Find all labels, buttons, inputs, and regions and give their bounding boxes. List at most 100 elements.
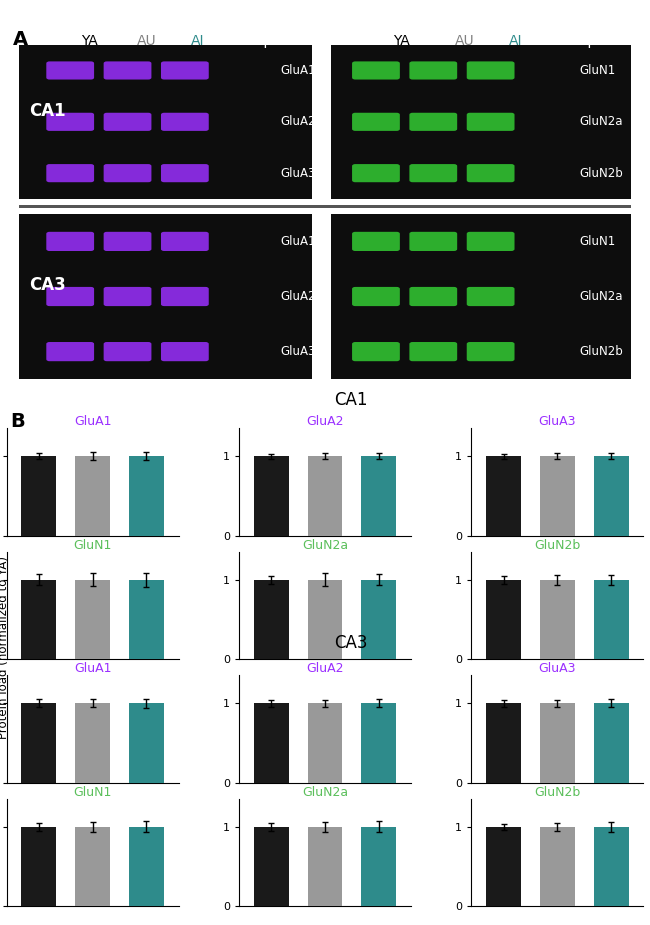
Title: GluA2: GluA2 <box>306 662 344 675</box>
FancyBboxPatch shape <box>410 342 457 361</box>
Text: CA3: CA3 <box>334 635 368 652</box>
Bar <box>307 827 343 906</box>
FancyBboxPatch shape <box>103 164 151 182</box>
Text: YA: YA <box>265 683 278 693</box>
Bar <box>129 456 164 536</box>
FancyBboxPatch shape <box>46 232 94 251</box>
Text: epi.: epi. <box>580 33 605 47</box>
FancyBboxPatch shape <box>161 287 209 306</box>
Bar <box>21 580 57 660</box>
Text: GluN2a: GluN2a <box>580 290 623 303</box>
FancyBboxPatch shape <box>332 44 630 199</box>
Bar <box>129 580 164 660</box>
Bar <box>593 827 629 906</box>
Text: AI: AI <box>606 683 617 693</box>
FancyBboxPatch shape <box>103 342 151 361</box>
Bar <box>307 580 343 660</box>
Text: A: A <box>13 30 28 49</box>
Bar <box>129 827 164 906</box>
Title: GluN1: GluN1 <box>73 539 112 552</box>
FancyBboxPatch shape <box>410 61 457 80</box>
FancyBboxPatch shape <box>467 287 515 306</box>
Bar <box>540 703 575 783</box>
Title: GluN1: GluN1 <box>73 786 112 799</box>
Bar <box>486 456 521 536</box>
Bar <box>254 703 289 783</box>
Text: GluA2: GluA2 <box>280 290 316 303</box>
Bar <box>129 703 164 783</box>
FancyBboxPatch shape <box>410 232 457 251</box>
Text: CA1: CA1 <box>334 391 368 409</box>
FancyBboxPatch shape <box>332 214 630 379</box>
Bar <box>75 580 110 660</box>
Title: GluN2b: GluN2b <box>534 539 580 552</box>
Text: B: B <box>10 412 25 431</box>
Bar <box>254 827 289 906</box>
Text: YA: YA <box>393 33 410 47</box>
Text: AI: AI <box>191 33 204 47</box>
Bar <box>254 456 289 536</box>
Title: GluN2a: GluN2a <box>302 786 348 799</box>
FancyBboxPatch shape <box>352 164 400 182</box>
Bar <box>540 456 575 536</box>
Bar <box>593 580 629 660</box>
Text: AU: AU <box>137 33 157 47</box>
Bar <box>307 703 343 783</box>
FancyBboxPatch shape <box>103 113 151 130</box>
Text: GluN2b: GluN2b <box>580 345 623 358</box>
Bar <box>21 703 57 783</box>
Bar <box>254 580 289 660</box>
Title: GluA3: GluA3 <box>539 662 576 675</box>
FancyBboxPatch shape <box>46 164 94 182</box>
Bar <box>361 827 396 906</box>
Text: GluN2a: GluN2a <box>580 116 623 129</box>
Text: GluA1: GluA1 <box>280 235 316 248</box>
Bar <box>361 703 396 783</box>
Bar <box>540 580 575 660</box>
Bar <box>486 703 521 783</box>
Text: GluA3: GluA3 <box>280 166 316 179</box>
FancyBboxPatch shape <box>410 113 457 130</box>
FancyBboxPatch shape <box>20 214 312 379</box>
Text: AU: AU <box>84 683 101 693</box>
FancyBboxPatch shape <box>352 232 400 251</box>
Bar <box>75 456 110 536</box>
Text: CA1: CA1 <box>29 102 66 119</box>
FancyBboxPatch shape <box>161 61 209 80</box>
Text: GluA1: GluA1 <box>280 64 316 77</box>
Text: AI: AI <box>141 683 152 693</box>
Bar <box>361 580 396 660</box>
FancyBboxPatch shape <box>46 342 94 361</box>
Bar <box>361 456 396 536</box>
Title: GluN2a: GluN2a <box>302 539 348 552</box>
Text: GluA2: GluA2 <box>280 116 316 129</box>
FancyBboxPatch shape <box>352 61 400 80</box>
FancyBboxPatch shape <box>467 164 515 182</box>
FancyBboxPatch shape <box>46 61 94 80</box>
FancyBboxPatch shape <box>352 113 400 130</box>
Text: epi.: epi. <box>255 33 281 47</box>
FancyBboxPatch shape <box>352 287 400 306</box>
FancyBboxPatch shape <box>352 342 400 361</box>
Text: YA: YA <box>497 683 510 693</box>
FancyBboxPatch shape <box>467 61 515 80</box>
FancyBboxPatch shape <box>161 342 209 361</box>
FancyBboxPatch shape <box>467 113 515 130</box>
Bar <box>486 580 521 660</box>
FancyBboxPatch shape <box>46 113 94 130</box>
FancyBboxPatch shape <box>467 232 515 251</box>
Text: AU: AU <box>456 33 475 47</box>
Bar <box>307 456 343 536</box>
FancyBboxPatch shape <box>410 287 457 306</box>
Bar <box>21 456 57 536</box>
Bar <box>20 205 630 208</box>
Text: Protein load (normalized to YA): Protein load (normalized to YA) <box>0 556 10 739</box>
Text: YA: YA <box>81 33 98 47</box>
Bar <box>486 827 521 906</box>
FancyBboxPatch shape <box>103 232 151 251</box>
FancyBboxPatch shape <box>410 164 457 182</box>
FancyBboxPatch shape <box>161 232 209 251</box>
Text: AI: AI <box>510 33 523 47</box>
Text: CA3: CA3 <box>29 277 66 294</box>
Title: GluN2b: GluN2b <box>534 786 580 799</box>
